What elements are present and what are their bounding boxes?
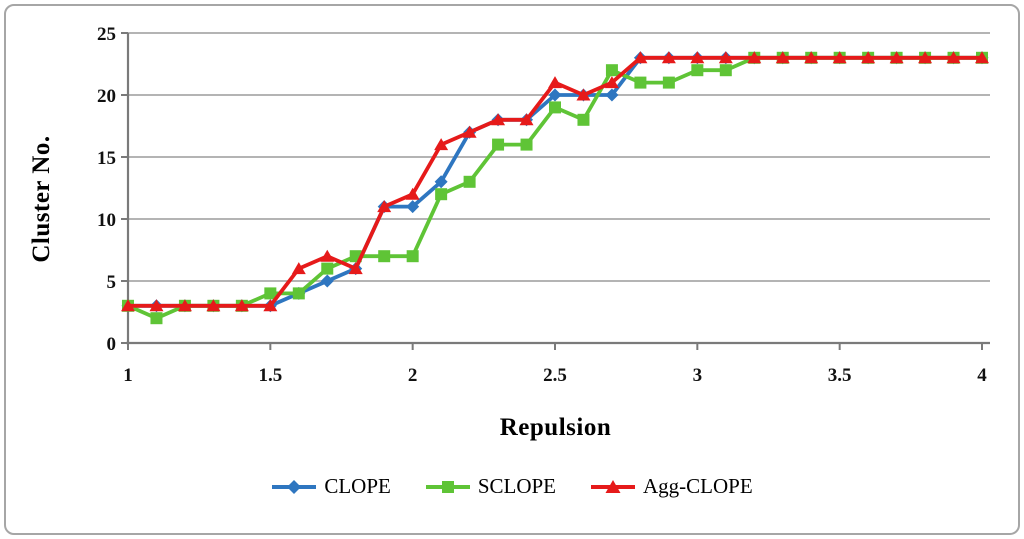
legend-label-sclope: SCLOPE [477, 474, 557, 498]
x-tick-label: 3.5 [828, 365, 852, 386]
y-tick-label: 0 [107, 334, 117, 355]
chart-legend: CLOPE SCLOPE Agg-CLOPE [0, 474, 1024, 499]
chart-outer-border [4, 4, 1020, 535]
x-tick-label: 2.5 [543, 365, 567, 386]
series-Agg-CLOPE [121, 51, 989, 312]
x-tick-label: 1 [123, 365, 133, 386]
legend-item-agg-clope: Agg-CLOPE [590, 474, 753, 499]
agg-clope-triangle-symbol [591, 479, 636, 493]
x-tick-label: 2 [408, 365, 418, 386]
legend-label-agg-clope: Agg-CLOPE [643, 474, 753, 498]
x-tick-label: 3 [693, 365, 703, 386]
legend-item-sclope: SCLOPE [425, 474, 556, 499]
clope-diamond-symbol [272, 479, 317, 494]
x-tick-label: 1.5 [258, 365, 282, 386]
y-axis-title: Cluster No. [28, 135, 55, 263]
y-tick-label: 5 [107, 272, 117, 293]
legend-item-clope: CLOPE [271, 474, 391, 499]
legend-label-clope: CLOPE [324, 474, 391, 498]
y-tick-label: 20 [97, 86, 116, 107]
chart-plot-area: 0 5 10 15 20 25 1 1.5 2 2.5 3 3.5 4 [97, 24, 990, 386]
series-CLOPE [121, 51, 989, 313]
sclope-square-symbol [425, 480, 470, 493]
y-tick-label: 10 [97, 210, 116, 231]
y-tick-label: 15 [97, 148, 116, 169]
y-tick-label: 25 [97, 24, 116, 45]
x-axis-title: Repulsion [499, 414, 612, 441]
x-tick-label: 4 [977, 365, 987, 386]
